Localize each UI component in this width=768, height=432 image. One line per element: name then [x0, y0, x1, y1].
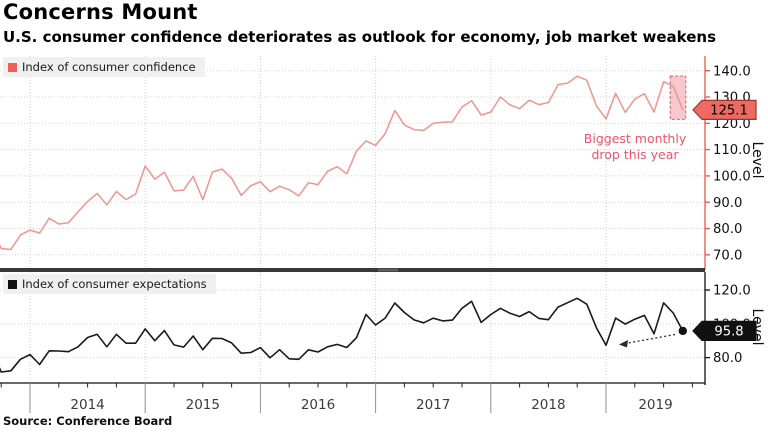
x-tick-label: 2014	[70, 397, 104, 413]
y-tick-label: 140.0	[713, 64, 751, 79]
biggest-drop-annotation: Biggest monthly drop this year	[583, 131, 687, 162]
confidence-line	[0, 75, 684, 251]
x-tick-label: 2019	[638, 397, 672, 413]
expectations-value-badge	[692, 320, 757, 341]
x-tick-label: 2017	[416, 397, 450, 413]
legend-consumer-expectations: Index of consumer expectations	[3, 274, 216, 294]
y-tick-label: 80.0	[713, 351, 742, 366]
drag-cursor-icon	[619, 340, 628, 348]
x-tick-label: 2015	[186, 397, 220, 413]
drag-cursor-trail	[627, 333, 676, 344]
expectations-legend-swatch-icon	[8, 279, 17, 289]
confidence-legend-label: Index of consumer confidence	[22, 60, 196, 74]
y-tick-label: 80.0	[713, 222, 742, 237]
x-tick-label: 2016	[301, 397, 335, 413]
panel-separator	[0, 268, 705, 272]
source-attribution: Source: Conference Board	[3, 414, 173, 428]
separator-handle	[378, 268, 398, 272]
page-subtitle: U.S. consumer confidence deteriorates as…	[3, 28, 717, 46]
expectations-legend-label: Index of consumer expectations	[22, 277, 207, 291]
expectations-line	[0, 297, 684, 373]
confidence-legend-swatch-icon	[8, 62, 17, 72]
legend-consumer-confidence: Index of consumer confidence	[3, 57, 205, 77]
x-tick-label: 2018	[531, 397, 565, 413]
end-point-marker	[678, 326, 687, 336]
y-tick-label: 70.0	[713, 248, 742, 263]
confidence-y-axis-title: Level	[749, 142, 765, 179]
x-axis: 2014 2015 2016 2017 2018 2019	[0, 382, 705, 413]
y-tick-label: 110.0	[713, 143, 751, 158]
drop-highlight-box	[669, 75, 687, 120]
y-tick-label: 90.0	[713, 196, 742, 211]
y-tick-label: 120.0	[713, 284, 751, 299]
y-tick-label: 100.0	[713, 170, 751, 185]
confidence-value-badge-label: 125.1	[710, 104, 748, 119]
confidence-panel: 140.0130.0120.0110.0100.090.080.070.0125…	[0, 56, 765, 270]
expectations-y-axis-title: Level	[749, 309, 765, 346]
confidence-value-badge	[692, 99, 757, 120]
page-title: Concerns Mount	[3, 0, 198, 24]
expectations-value-badge-label: 95.8	[714, 325, 743, 340]
y-tick-label: 120.0	[713, 117, 751, 132]
